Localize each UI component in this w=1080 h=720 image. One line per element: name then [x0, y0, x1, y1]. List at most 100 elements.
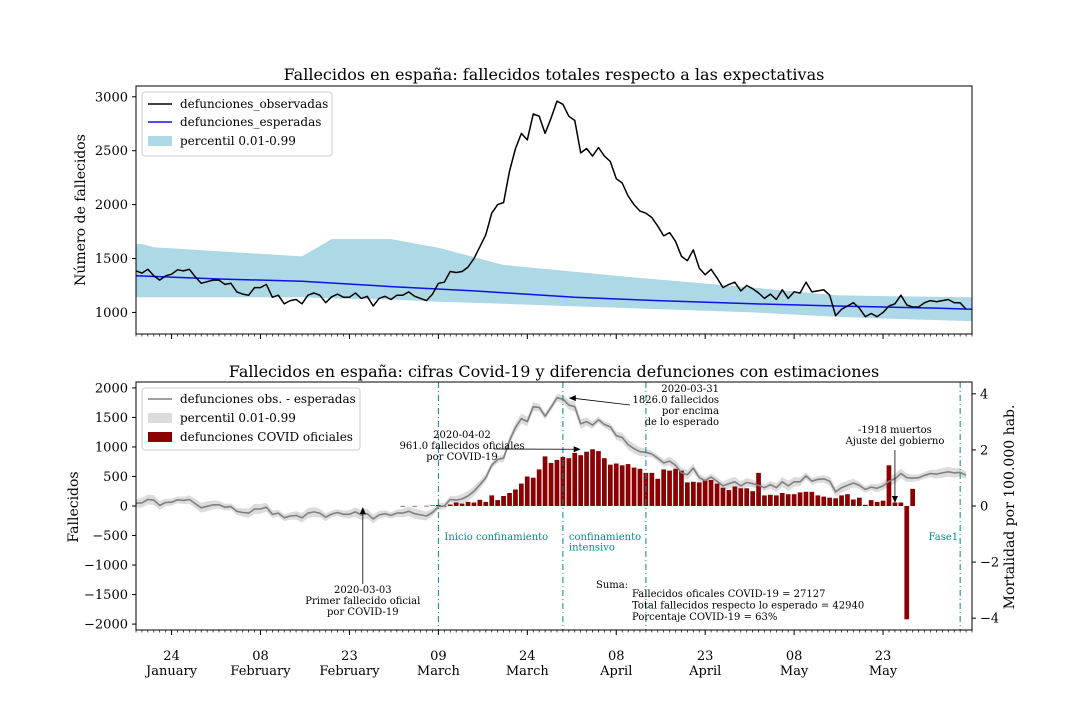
y-tick-label: 3000: [95, 90, 128, 105]
legend-grey-band-label: percentil 0.01-0.99: [180, 411, 296, 425]
covid-bar: [584, 451, 589, 506]
annotation-arrowhead: [573, 446, 581, 453]
covid-bar: [430, 505, 435, 506]
y-tick-label: 2000: [95, 381, 128, 396]
covid-bar: [720, 487, 726, 506]
covid-bar: [679, 470, 684, 506]
covid-bar: [412, 505, 417, 507]
top-chart: 1000 1500 2000 2500 3000 Fallecidos en españ…: [73, 65, 973, 339]
covid-bar: [868, 500, 874, 506]
covid-bar: [649, 472, 655, 506]
covid-bar: [685, 482, 690, 506]
covid-bar: [566, 458, 572, 506]
covid-bar: [655, 478, 661, 506]
bottom-y-axis: −2000 −1500 −1000 −500 0 500 1000 1500 2000: [84, 381, 136, 633]
y-tick-label: 2000: [95, 198, 128, 213]
expected-deaths-line: [135, 275, 973, 310]
bottom-chart-title: Fallecidos en españa: cifras Covid-19 y …: [229, 362, 879, 381]
covid-bar: [839, 495, 844, 506]
x-tick-day: 08: [252, 649, 269, 664]
covid-bar: [857, 497, 862, 506]
summary-box: Suma: Fallecidos oficales COVID-19 = 2712…: [596, 580, 864, 623]
top-series-lines: [135, 100, 973, 318]
x-tick-month: April: [688, 664, 721, 679]
covid-bar: [596, 451, 601, 506]
covid-bar: [548, 462, 554, 506]
top-y-axis-label: Número de fallecidos: [73, 134, 89, 286]
right-y-tick-label: −2: [980, 556, 999, 571]
covid-bar: [477, 499, 483, 506]
covid-bar: [578, 455, 583, 506]
covid-bar: [791, 494, 797, 506]
covid-bar: [750, 491, 755, 506]
covid-bar: [424, 505, 429, 507]
covid-bar: [803, 491, 809, 506]
x-tick-day: 24: [163, 649, 180, 664]
right-y-tick-label: 4: [980, 387, 988, 402]
covid-bar: [560, 457, 566, 506]
x-tick-month: May: [780, 664, 809, 679]
covid-bar: [554, 459, 560, 506]
covid-bar: [708, 480, 714, 506]
covid-bar: [572, 452, 578, 506]
annotation-official-peak: por COVID-19: [426, 452, 498, 463]
covid-bar: [809, 491, 815, 506]
x-tick-day: 08: [608, 649, 625, 664]
covid-bar: [691, 481, 696, 506]
covid-bar: [471, 502, 477, 506]
y-tick-label: 1500: [95, 252, 128, 267]
x-tick-month: February: [319, 664, 380, 679]
covid-bar: [673, 468, 678, 506]
covid-bar: [631, 467, 637, 506]
covid-bar: [904, 506, 910, 620]
covid-bar: [833, 498, 838, 506]
difference-line: [135, 396, 967, 520]
covid-bar: [542, 456, 548, 506]
covid-bar: [613, 463, 619, 506]
covid-bar: [845, 494, 850, 506]
covid-bar: [910, 488, 915, 506]
annotation-adjustment: -1918 muertos: [858, 425, 932, 436]
legend-band-swatch: [148, 136, 172, 146]
x-tick-day: 23: [697, 649, 714, 664]
x-tick-day: 23: [875, 649, 892, 664]
covid-bar: [501, 496, 506, 506]
x-tick-day: 09: [430, 649, 447, 664]
covid-bar: [762, 495, 767, 506]
annotation-excess-peak: de lo esperado: [645, 417, 719, 428]
covid-bar: [774, 495, 779, 506]
x-tick-month: January: [144, 664, 198, 679]
covid-bar: [827, 497, 832, 506]
annotation-official-peak: 2020-04-02: [433, 430, 491, 441]
y-tick-label: −1000: [84, 559, 128, 574]
bottom-y-axis-label: Fallecidos: [66, 471, 82, 542]
covid-bar: [465, 501, 471, 506]
bottom-right-y-axis: −4 −2 0 2 4: [972, 387, 999, 627]
event-line-label: Fase1: [929, 532, 959, 543]
covid-bar: [815, 495, 821, 506]
covid-bar: [447, 504, 453, 506]
percentile-band-area: [136, 239, 972, 322]
x-tick-day: 23: [341, 649, 358, 664]
annotation-first-death: Primer fallecido oficial: [305, 596, 420, 607]
annotation-arrowhead: [359, 507, 366, 514]
covid-bar: [732, 486, 738, 506]
event-line-label: intensivo: [569, 543, 615, 554]
y-tick-label: 1000: [95, 440, 128, 455]
annotation-adjustment: Ajuste del gobierno: [844, 436, 944, 447]
annotation-official-peak: 961.0 fallecidos oficiales: [399, 441, 524, 452]
top-chart-title: Fallecidos en españa: fallecidos totales…: [284, 65, 825, 84]
annotation-first-death: por COVID-19: [327, 607, 399, 618]
covid-bar: [519, 483, 524, 506]
y-tick-label: 500: [103, 470, 128, 485]
covid-bar: [880, 500, 886, 506]
covid-bar: [489, 495, 495, 506]
x-tick-month: March: [417, 664, 461, 679]
legend-band-label: percentil 0.01-0.99: [180, 134, 296, 148]
bottom-chart: Inicio confinamiento confinamientointensi…: [66, 362, 1018, 679]
covid-bar: [602, 458, 607, 506]
covid-bar: [459, 503, 465, 506]
covid-bar: [785, 494, 791, 506]
